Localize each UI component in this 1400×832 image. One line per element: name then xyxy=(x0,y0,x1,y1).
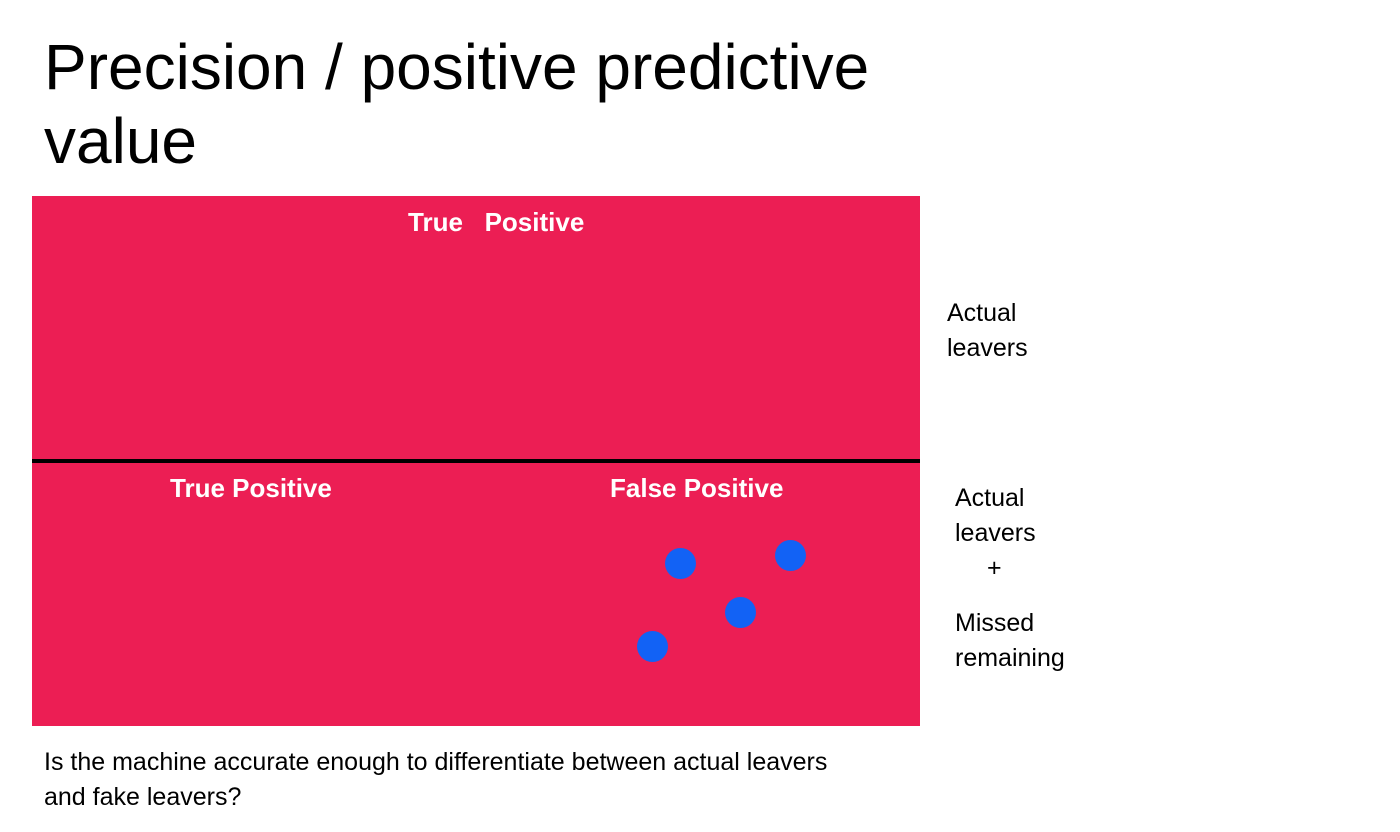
actual-leavers-line1: Actual xyxy=(947,299,1017,327)
predicted-leavers-line2: leavers xyxy=(955,519,1036,547)
predicted-leavers-label: Actual leavers + Missed remaining xyxy=(955,481,1065,676)
predicted-leavers-line4: remaining xyxy=(955,644,1065,672)
plus-sign: + xyxy=(987,554,1002,582)
predicted-leavers-line1: Actual xyxy=(955,484,1025,512)
true-positive-region xyxy=(32,196,920,460)
false-positive-label: False Positive xyxy=(610,473,784,503)
actual-leavers-line2: leavers xyxy=(947,334,1028,362)
question-text: Is the machine accurate enough to differ… xyxy=(44,748,828,811)
false-positive-dot xyxy=(665,548,696,579)
actual-leavers-label: Actual leavers xyxy=(947,296,1028,366)
false-positive-dot xyxy=(775,540,806,571)
region-divider xyxy=(32,459,920,463)
bottom-true-positive-label: True Positive xyxy=(170,473,332,503)
slide-title: Precision / positive predictive value xyxy=(44,31,870,177)
predicted-leavers-line3: Missed xyxy=(955,609,1035,637)
top-true-positive-label: True Positive xyxy=(408,207,585,237)
false-positive-dot xyxy=(637,631,668,662)
predicted-positive-region xyxy=(32,463,920,726)
false-positive-dot xyxy=(725,597,756,628)
